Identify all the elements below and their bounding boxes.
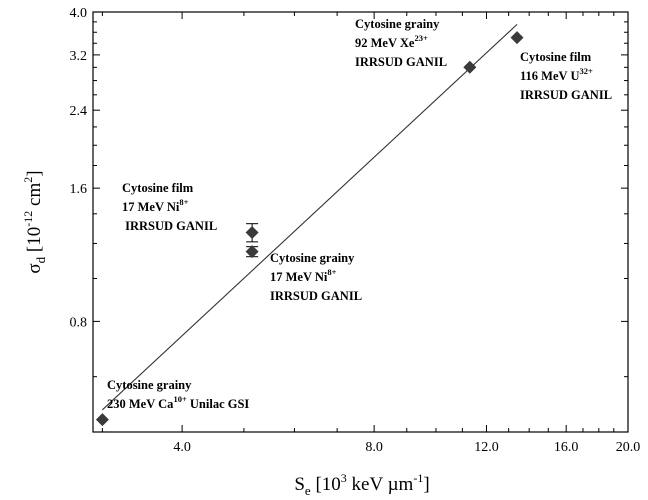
data-point [463,60,477,74]
point-annotation: Cytosine grainy 17 MeV Ni8+ IRRSUD GANIL [270,251,362,303]
x-tick-label: 4.0 [173,440,191,455]
data-point [510,31,524,45]
point-annotation: Cytosine grainy 92 MeV Xe23+ IRRSUD GANIL [355,17,447,69]
y-tick-label: 0.8 [70,315,88,330]
x-tick-label: 8.0 [365,440,383,455]
y-axis-label: σd [10-12 cm2] [21,170,48,273]
point-annotation: Cytosine film 116 MeV U32+ IRRSUD GANIL [520,50,612,102]
data-point [245,226,259,240]
y-tick-label: 1.6 [70,182,88,197]
x-axis-label: Se [103 keV µm-1] [294,471,429,498]
fit-line [102,24,518,411]
x-tick-label: 20.0 [616,440,641,455]
point-annotation: Cytosine film 17 MeV Ni8+ IRRSUD GANIL [122,181,217,233]
x-tick-label: 12.0 [474,440,499,455]
x-tick-label: 16.0 [554,440,579,455]
plot-frame [92,11,629,433]
y-tick-label: 2.4 [70,104,88,119]
y-tick-label: 4.0 [70,6,88,21]
data-point [95,413,109,427]
y-tick-label: 3.2 [70,49,88,64]
data-point [245,245,259,259]
point-annotation: Cytosine grainy 230 MeV Ca10+ Unilac GSI [107,378,249,411]
